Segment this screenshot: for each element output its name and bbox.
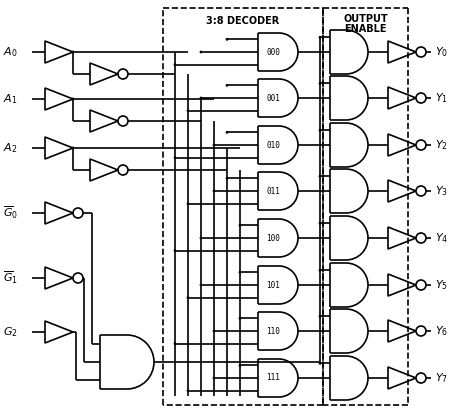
Circle shape (319, 316, 321, 317)
Circle shape (226, 39, 228, 40)
Circle shape (416, 280, 426, 290)
Circle shape (200, 284, 202, 286)
Text: 110: 110 (266, 326, 280, 335)
Text: $Y_3$: $Y_3$ (435, 184, 448, 198)
Text: $Y_4$: $Y_4$ (435, 231, 448, 245)
Circle shape (72, 52, 73, 53)
Text: 111: 111 (266, 374, 280, 382)
Circle shape (73, 273, 83, 283)
Text: $A_0$: $A_0$ (3, 45, 18, 59)
Text: 010: 010 (266, 140, 280, 150)
Circle shape (416, 93, 426, 103)
Text: 011: 011 (266, 187, 280, 196)
Circle shape (226, 131, 228, 133)
Text: OUTPUT: OUTPUT (343, 14, 388, 24)
Circle shape (213, 144, 215, 146)
Circle shape (187, 110, 189, 111)
Circle shape (72, 147, 73, 149)
Circle shape (118, 165, 128, 175)
Circle shape (118, 116, 128, 126)
Text: 100: 100 (266, 234, 280, 243)
Circle shape (187, 390, 189, 391)
Circle shape (319, 222, 321, 224)
Circle shape (187, 297, 189, 298)
Circle shape (416, 373, 426, 383)
Circle shape (118, 69, 128, 79)
Circle shape (319, 83, 321, 84)
Text: $Y_7$: $Y_7$ (435, 371, 448, 385)
Circle shape (239, 225, 241, 226)
Text: $G_2$: $G_2$ (3, 325, 18, 339)
Circle shape (416, 233, 426, 243)
Circle shape (319, 363, 321, 364)
Circle shape (226, 84, 228, 86)
Circle shape (226, 178, 228, 179)
Text: $Y_2$: $Y_2$ (435, 138, 448, 152)
Text: ENABLE: ENABLE (344, 24, 387, 34)
Text: $Y_6$: $Y_6$ (435, 324, 448, 338)
Text: $Y_5$: $Y_5$ (435, 278, 448, 292)
Circle shape (213, 190, 215, 192)
Circle shape (73, 208, 83, 218)
Circle shape (174, 250, 176, 251)
Text: $Y_0$: $Y_0$ (435, 45, 448, 59)
Text: 101: 101 (266, 281, 280, 290)
Circle shape (187, 203, 189, 204)
Text: 3:8 DECODER: 3:8 DECODER (206, 16, 279, 26)
Text: $\overline{G}_1$: $\overline{G}_1$ (3, 270, 18, 286)
Circle shape (319, 269, 321, 271)
Circle shape (319, 176, 321, 177)
Circle shape (319, 37, 321, 38)
Circle shape (174, 157, 176, 158)
Circle shape (416, 47, 426, 57)
Text: $A_2$: $A_2$ (3, 141, 17, 155)
Text: 001: 001 (266, 94, 280, 103)
Circle shape (239, 272, 241, 273)
Circle shape (319, 130, 321, 131)
Circle shape (239, 365, 241, 366)
Text: $A_1$: $A_1$ (3, 92, 18, 106)
Circle shape (72, 98, 73, 100)
Text: $Y_1$: $Y_1$ (435, 91, 448, 105)
Circle shape (174, 343, 176, 344)
Text: 000: 000 (266, 47, 280, 56)
Circle shape (200, 97, 202, 99)
Text: $\overline{G}_0$: $\overline{G}_0$ (3, 205, 18, 221)
Circle shape (213, 330, 215, 332)
Circle shape (213, 377, 215, 379)
Circle shape (200, 52, 202, 53)
Circle shape (239, 318, 241, 319)
Circle shape (200, 237, 202, 239)
Circle shape (416, 140, 426, 150)
Circle shape (174, 64, 176, 66)
Circle shape (416, 186, 426, 196)
Circle shape (416, 326, 426, 336)
